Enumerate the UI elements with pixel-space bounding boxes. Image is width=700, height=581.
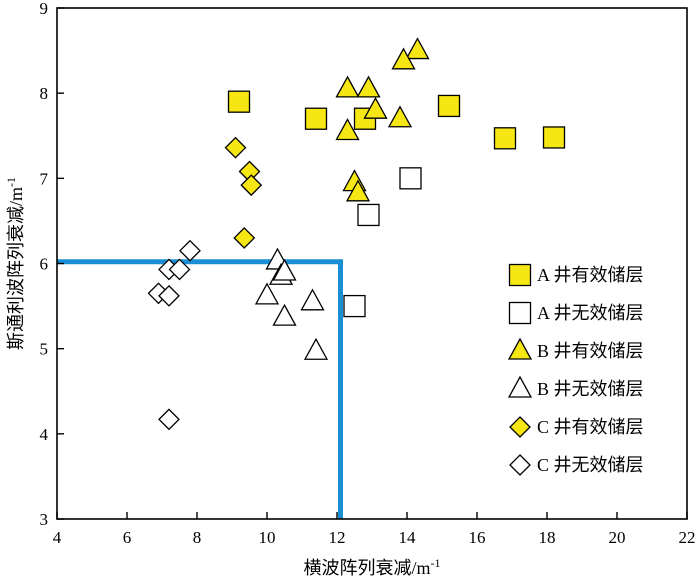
data-point <box>387 105 413 128</box>
data-point <box>168 258 191 281</box>
x-tick-label: 18 <box>539 528 556 547</box>
data-point <box>233 227 256 249</box>
series-2 <box>343 167 422 318</box>
data-point <box>363 96 388 119</box>
y-axis-title: 斯通利波阵列衰减/m-1 <box>4 177 26 350</box>
legend: A 井有效储层 A 井无效储层 B 井有效储层 B 井无效储层 C 井有效储层 C 井无效… <box>507 263 644 476</box>
x-tick-label: 22 <box>679 528 696 547</box>
data-point <box>254 282 280 305</box>
x-tick-label: 14 <box>399 528 417 547</box>
x-tick-label: 4 <box>53 528 62 547</box>
y-tick-label: 6 <box>40 255 49 274</box>
legend-marker <box>507 337 533 360</box>
data-point <box>399 167 422 190</box>
threshold-boundary <box>57 259 343 519</box>
series-6 <box>147 239 201 431</box>
data-point <box>158 284 180 307</box>
data-point <box>300 288 325 311</box>
data-point <box>405 37 430 60</box>
data-point <box>224 136 247 159</box>
data-point <box>304 107 328 130</box>
series-5 <box>224 136 263 249</box>
legend-label: C 井有效储层 <box>537 417 644 437</box>
y-tick-label: 5 <box>40 340 49 359</box>
x-tick-label: 20 <box>609 528 626 547</box>
data-point <box>240 174 263 197</box>
x-tick-label: 6 <box>123 528 132 547</box>
data-point <box>272 258 297 281</box>
data-marks <box>147 37 566 431</box>
x-tick-label: 12 <box>329 528 346 547</box>
data-point <box>343 294 366 318</box>
series-4 <box>254 247 329 360</box>
data-point <box>542 126 566 149</box>
data-point <box>356 75 381 98</box>
x-tick-label: 16 <box>469 528 486 547</box>
data-point <box>335 75 360 98</box>
data-point <box>227 90 251 113</box>
threshold-line <box>57 259 343 519</box>
legend-label: B 井无效储层 <box>537 379 644 399</box>
legend-item: B 井无效储层 <box>507 375 644 399</box>
legend-marker <box>507 375 533 398</box>
data-point <box>303 337 329 360</box>
data-point <box>493 127 517 150</box>
data-point <box>345 179 371 202</box>
data-point <box>272 303 297 326</box>
legend-marker <box>509 416 531 438</box>
data-point <box>158 408 180 431</box>
y-tick-label: 4 <box>40 425 49 444</box>
legend-item: C 井有效储层 <box>509 416 644 438</box>
legend-item: A 井有效储层 <box>508 263 644 287</box>
data-point <box>391 47 416 70</box>
x-axis-title: 横波阵列衰减/m-1 <box>303 556 440 578</box>
y-tick-label: 8 <box>40 84 49 103</box>
series-1 <box>227 90 566 150</box>
series-3 <box>335 37 430 202</box>
legend-marker <box>509 454 531 476</box>
axis-labels: 横波阵列衰减/m-1 斯通利波阵列衰减/m-1 <box>4 177 441 578</box>
y-tick-label: 7 <box>40 169 49 188</box>
data-point <box>357 203 380 227</box>
legend-marker <box>508 301 532 325</box>
legend-label: A 井无效储层 <box>537 303 644 323</box>
data-point <box>335 118 360 141</box>
data-point <box>437 94 461 118</box>
legend-item: A 井无效储层 <box>508 301 644 325</box>
legend-item: C 井无效储层 <box>509 454 644 476</box>
x-tick-label: 10 <box>259 528 276 547</box>
y-tick-label: 9 <box>40 0 49 18</box>
legend-label: C 井无效储层 <box>537 455 644 475</box>
legend-marker <box>508 263 532 287</box>
legend-label: A 井有效储层 <box>537 265 644 285</box>
data-point <box>179 239 201 262</box>
legend-label: B 井有效储层 <box>537 341 644 361</box>
x-tick-label: 8 <box>193 528 202 547</box>
legend-item: B 井有效储层 <box>507 337 644 361</box>
y-tick-label: 3 <box>40 510 49 529</box>
